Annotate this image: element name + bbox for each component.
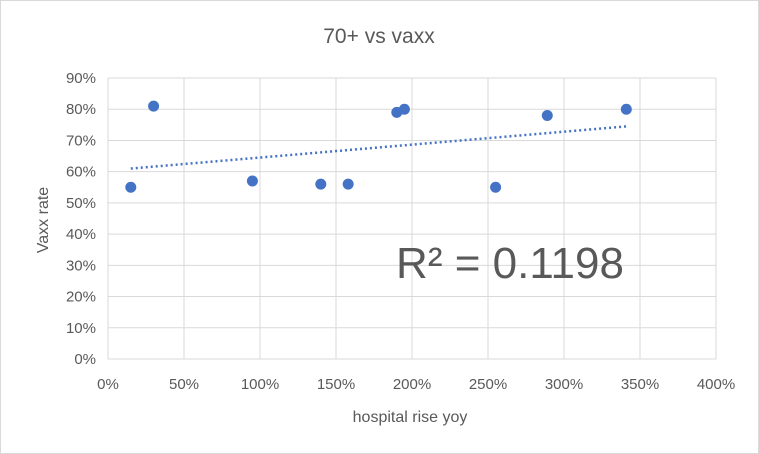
x-tick-label: 200% <box>393 376 431 393</box>
y-axis-tick-labels: 0% 10% 20% 30% 40% 50% 60% 70% 80% 90% <box>66 70 96 368</box>
y-tick-label: 60% <box>66 164 96 181</box>
y-tick-label: 10% <box>66 320 96 337</box>
data-point <box>315 178 327 190</box>
r-squared-label: R² = 0.1198 <box>396 239 624 288</box>
x-tick-label: 0% <box>97 376 119 393</box>
y-tick-label: 30% <box>66 257 96 274</box>
y-tick-label: 50% <box>66 195 96 212</box>
data-points <box>125 100 632 193</box>
data-point <box>342 178 354 190</box>
x-tick-label: 100% <box>241 376 279 393</box>
data-point <box>620 103 632 115</box>
data-point <box>246 175 258 187</box>
x-axis-title: hospital rise yoy <box>353 409 468 426</box>
chart-title: 70+ vs vaxx <box>323 25 435 48</box>
x-tick-label: 400% <box>697 376 735 393</box>
y-tick-label: 0% <box>74 351 96 368</box>
data-point <box>541 109 553 121</box>
y-tick-label: 70% <box>66 132 96 149</box>
y-axis-title: Vaxx rate <box>35 187 52 254</box>
x-tick-label: 350% <box>621 376 659 393</box>
data-point <box>125 181 137 193</box>
x-tick-label: 250% <box>469 376 507 393</box>
x-tick-label: 150% <box>317 376 355 393</box>
x-axis-tick-labels: 0% 50% 100% 150% 200% 250% 300% 350% 400% <box>97 376 735 393</box>
x-tick-label: 50% <box>169 376 199 393</box>
y-tick-label: 20% <box>66 289 96 306</box>
trendline <box>130 125 627 170</box>
y-tick-label: 80% <box>66 101 96 118</box>
gridlines <box>107 77 717 360</box>
y-tick-label: 40% <box>66 226 96 243</box>
data-point <box>398 103 410 115</box>
x-tick-label: 300% <box>545 376 583 393</box>
data-point <box>148 100 160 112</box>
y-tick-label: 90% <box>66 70 96 87</box>
data-point <box>490 181 502 193</box>
